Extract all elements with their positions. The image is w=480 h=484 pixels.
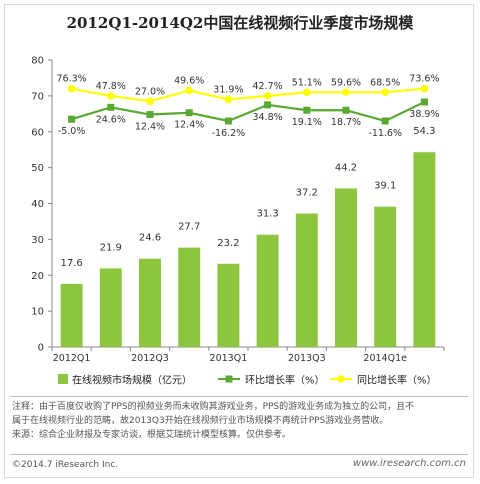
y-tick-label-40: 40 (31, 199, 44, 210)
bar-2013Q4 (335, 188, 357, 347)
point-mom-2012Q2 (107, 103, 115, 111)
bar-2013Q3 (295, 213, 318, 347)
x-tick-label-4: 2013Q1 (210, 353, 248, 364)
copyright: ©2014.7 iResearch Inc. (12, 460, 119, 470)
point-mom-2013Q1 (224, 117, 232, 125)
yoy-label-2013Q4: 59.6% (331, 77, 361, 88)
point-mom-2012Q3 (146, 111, 154, 119)
notes-divider (10, 396, 468, 397)
chart-title: 2012Q1-2014Q2中国在线视频行业季度市场规模 (66, 14, 414, 32)
y-tick-label-60: 60 (31, 127, 44, 138)
mom-label-2012Q3: 12.4% (135, 122, 165, 133)
legend-swatch-bar (58, 374, 68, 384)
y-tick-label-50: 50 (31, 163, 44, 174)
point-yoy-2014Q2e (420, 84, 429, 93)
source-line: 来源：综合企业财报及专家访谈，根据艾瑞统计模型核算。仅供参考。 (12, 430, 292, 440)
legend-marker-yoy (337, 375, 345, 383)
point-mom-2014Q2e (420, 98, 428, 106)
x-tick-label-0: 2012Q1 (53, 353, 91, 364)
mom-label-2013Q2: 34.8% (253, 112, 283, 123)
mom-label-2013Q4: 18.7% (331, 117, 361, 128)
bar-label-2014Q2e: 54.3 (413, 126, 435, 137)
bar-label-2013Q3: 37.2 (296, 188, 318, 199)
footer-divider (10, 454, 468, 455)
mom-label-2014Q2e: 38.9% (409, 109, 439, 120)
mom-label-2012Q1: -5.0% (58, 126, 86, 137)
mom-label-2012Q2: 24.6% (96, 114, 126, 125)
bar-2012Q2 (99, 268, 122, 347)
bar-2014Q1e (374, 206, 397, 347)
y-tick-label-10: 10 (31, 307, 44, 318)
bar-label-2013Q1: 23.2 (217, 238, 239, 249)
bar-label-2012Q2: 21.9 (100, 242, 122, 253)
bar-2013Q2 (256, 234, 279, 347)
point-yoy-2013Q4 (342, 88, 350, 97)
point-mom-2013Q3 (303, 106, 311, 114)
y-tick-label-70: 70 (31, 91, 44, 102)
yoy-label-2014Q1e: 68.5% (370, 77, 400, 88)
yoy-label-2012Q3: 27.0% (135, 86, 165, 97)
series-line-1 (71, 100, 425, 123)
point-yoy-2012Q1 (67, 84, 76, 93)
bar-label-2012Q1: 17.6 (60, 258, 82, 269)
point-mom-2012Q4 (185, 109, 193, 117)
series-line-2 (71, 87, 425, 103)
mom-label-2013Q3: 19.1% (292, 117, 322, 128)
legend-label-yoy: 同比增长率（%） (357, 374, 437, 387)
bar-label-2014Q1e: 39.1 (374, 181, 396, 192)
point-yoy-2012Q3 (146, 97, 154, 106)
y-tick-label-80: 80 (31, 56, 44, 67)
point-yoy-2013Q1 (224, 95, 233, 104)
bar-2014Q2e (413, 152, 436, 347)
yoy-label-2012Q1: 76.3% (57, 74, 87, 85)
yoy-label-2012Q2: 47.8% (96, 81, 126, 92)
x-tick-label-2: 2012Q3 (131, 353, 169, 364)
x-tick-label-6: 2013Q3 (288, 353, 326, 364)
point-mom-2012Q1 (68, 115, 76, 123)
yoy-label-2012Q4: 49.6% (174, 75, 204, 86)
point-mom-2014Q1e (381, 117, 389, 125)
bar-label-2012Q4: 27.7 (178, 222, 200, 233)
note-line-1: 注释：由于百度仅收购了PPS的视频业务而未收购其游戏业务，PPS的游戏业务成为独… (12, 402, 415, 412)
notes: 注释：由于百度仅收购了PPS的视频业务而未收购其游戏业务，PPS的游戏业务成为独… (12, 400, 468, 442)
legend-label-mom: 环比增长率（%） (245, 374, 325, 387)
website: www.iresearch.com.cn (352, 458, 466, 469)
bar-label-2013Q2: 31.3 (256, 209, 278, 220)
y-tick-label-0: 0 (38, 343, 44, 354)
bar-2012Q4 (178, 247, 201, 347)
note-line-2: 属于在线视频行业的范畴，故2013Q3开始在线视频行业市场规模不再统计PPS游戏… (12, 416, 389, 426)
yoy-label-2013Q2: 42.7% (253, 81, 283, 92)
legend-marker-mom (225, 375, 233, 383)
yoy-label-2013Q1: 31.9% (213, 84, 243, 95)
bar-2012Q3 (139, 258, 161, 347)
point-yoy-2012Q2 (107, 92, 115, 100)
point-mom-2013Q2 (264, 101, 272, 109)
y-tick-label-20: 20 (31, 271, 44, 282)
y-tick-label-30: 30 (31, 235, 44, 246)
point-yoy-2014Q1e (381, 88, 390, 97)
mom-label-2013Q1: -16.2% (212, 128, 246, 139)
bar-label-2013Q4: 44.2 (335, 162, 357, 173)
x-tick-label-8: 2014Q1e (363, 353, 407, 364)
bar-2012Q1 (60, 283, 83, 347)
yoy-label-2014Q2e: 73.6% (409, 74, 439, 85)
legend-label-bar: 在线视频市场规模（亿元） (72, 374, 192, 387)
yoy-label-2013Q3: 51.1% (292, 77, 322, 88)
point-mom-2013Q4 (342, 106, 350, 114)
point-yoy-2013Q3 (303, 88, 311, 97)
point-yoy-2013Q2 (263, 92, 272, 100)
mom-label-2012Q4: 12.4% (174, 120, 204, 131)
mom-label-2014Q1e: -11.6% (368, 128, 402, 139)
point-yoy-2012Q4 (185, 86, 193, 95)
bar-2013Q1 (217, 263, 240, 347)
bar-label-2012Q3: 24.6 (139, 233, 161, 244)
